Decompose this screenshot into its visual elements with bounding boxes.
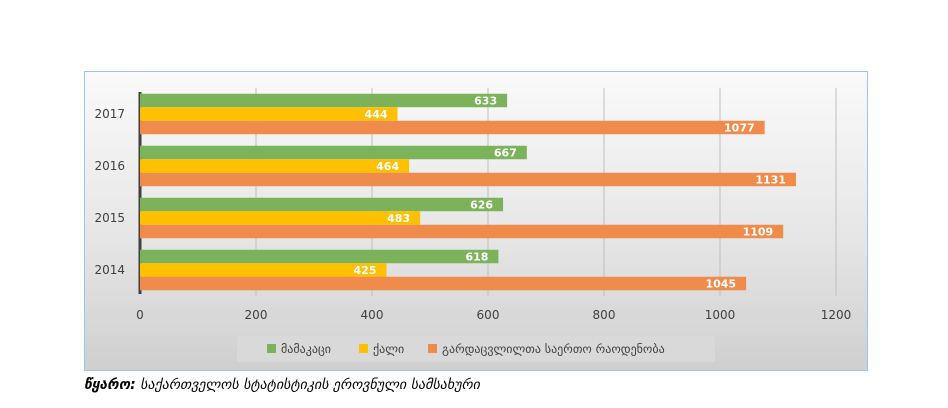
data-label: 633 <box>474 95 497 108</box>
data-label: 444 <box>365 108 388 121</box>
legend-label-total: გარდაცვლილთა საერთო რაოდენობა <box>442 342 665 356</box>
data-label: 667 <box>494 147 517 160</box>
data-label: 425 <box>354 264 377 277</box>
x-tick-label: 200 <box>245 308 268 322</box>
legend-swatch-women <box>359 344 368 353</box>
legend-swatch-total <box>428 344 437 353</box>
legend: მამაკაცი ქალი გარდაცვლილთა საერთო რაოდენ… <box>237 336 715 362</box>
y-tick-label: 2014 <box>94 263 125 277</box>
source-label: წყარო: <box>84 377 136 393</box>
data-label: 1109 <box>743 226 774 239</box>
data-label: 626 <box>470 199 493 212</box>
legend-item-total: გარდაცვლილთა საერთო რაოდენობა <box>428 342 665 356</box>
x-tick-label: 600 <box>477 308 500 322</box>
legend-swatch-men <box>267 344 276 353</box>
bar <box>140 276 747 291</box>
bar <box>140 145 527 160</box>
data-label: 618 <box>465 251 488 264</box>
x-tick-label: 1200 <box>821 308 852 322</box>
x-tick-label: 400 <box>361 308 384 322</box>
data-label: 464 <box>376 160 399 173</box>
data-label: 1077 <box>724 122 755 135</box>
y-tick-label: 2016 <box>94 159 125 173</box>
bar <box>140 120 765 135</box>
y-tick-label: 2015 <box>94 211 125 225</box>
legend-label-men: მამაკაცი <box>281 342 332 356</box>
source-text: საქართველოს სტატისტიკის ეროვნული სამსახუ… <box>140 377 480 393</box>
legend-item-women: ქალი <box>359 342 404 356</box>
bar <box>140 224 784 239</box>
x-tick-label: 1000 <box>705 308 736 322</box>
data-label: 1045 <box>705 278 736 291</box>
y-tick-label: 2017 <box>94 107 125 121</box>
data-label: 1131 <box>755 174 786 187</box>
bar <box>140 249 499 264</box>
bar <box>140 93 508 108</box>
x-tick-label: 800 <box>593 308 616 322</box>
bar <box>140 107 398 121</box>
x-tick-label: 0 <box>136 308 144 322</box>
bar <box>140 172 796 187</box>
bar <box>140 211 421 225</box>
bar <box>140 197 504 212</box>
source-note: წყარო: საქართველოს სტატისტიკის ეროვნული … <box>84 377 480 393</box>
bar <box>140 263 387 277</box>
bar <box>140 159 410 173</box>
legend-item-men: მამაკაცი <box>267 342 331 356</box>
data-label: 483 <box>387 212 410 225</box>
legend-label-women: ქალი <box>373 342 405 356</box>
